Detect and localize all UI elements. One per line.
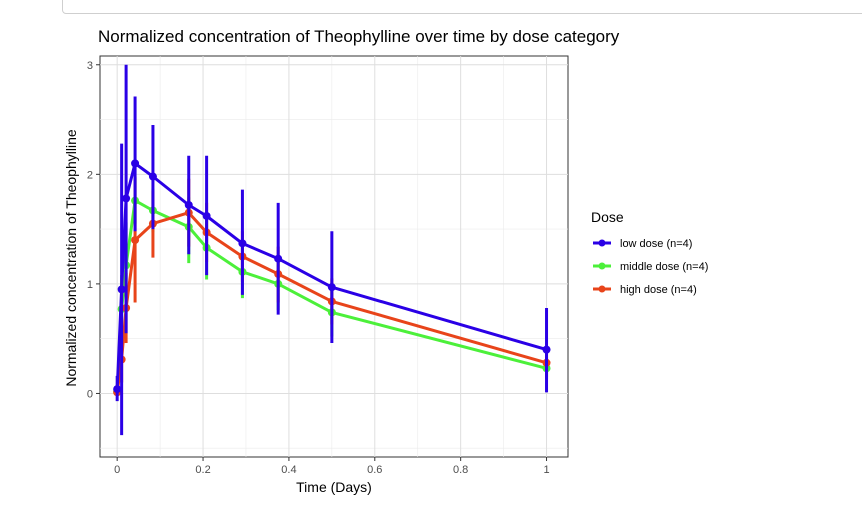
minor-gridlines: [100, 56, 568, 457]
x-tick-label: 0.4: [281, 464, 296, 476]
top-frame: [62, 0, 862, 14]
data-point: [148, 172, 157, 181]
x-tick-label: 0.6: [367, 464, 382, 476]
legend-key-point: [598, 285, 606, 293]
y-tick-label: 1: [87, 279, 93, 291]
x-tick-label: 0.8: [453, 464, 468, 476]
data-point: [238, 239, 247, 248]
x-axis-title: Time (Days): [296, 479, 372, 495]
legend-item: low dose (n=4): [593, 238, 692, 250]
data-point: [131, 236, 140, 245]
data-point: [131, 159, 140, 168]
legend-label: middle dose (n=4): [620, 261, 708, 273]
y-tick-label: 2: [87, 169, 93, 181]
data-point: [113, 385, 122, 394]
legend-title: Dose: [591, 209, 624, 225]
y-axis-title: Normalized concentration of Theophylline: [63, 129, 79, 387]
legend-item: middle dose (n=4): [593, 261, 708, 273]
chart-title: Normalized concentration of Theophylline…: [98, 27, 620, 46]
x-tick-label: 0.2: [195, 464, 210, 476]
x-tick-label: 1: [543, 464, 549, 476]
legend-label: low dose (n=4): [620, 238, 692, 250]
y-axis-ticks: 0 1 2 3: [87, 60, 100, 400]
series-0: [113, 64, 551, 436]
x-axis-ticks: 0 0.2 0.4 0.6 0.8 1: [114, 457, 550, 476]
data-point: [274, 254, 283, 263]
series-layer: [113, 64, 551, 436]
x-tick-label: 0: [114, 464, 120, 476]
data-point: [117, 285, 126, 294]
major-gridlines: [100, 56, 568, 457]
legend-item: high dose (n=4): [593, 284, 697, 296]
legend-label: high dose (n=4): [620, 284, 697, 296]
data-point: [542, 345, 551, 354]
data-point: [327, 283, 336, 292]
y-tick-label: 3: [87, 60, 93, 72]
legend: Dose low dose (n=4) middle dose (n=4) high…: [591, 209, 708, 296]
data-point: [184, 201, 193, 210]
data-point: [122, 194, 131, 203]
legend-key-point: [598, 262, 606, 270]
plot-panel: [99, 55, 569, 458]
y-tick-label: 0: [87, 388, 93, 400]
legend-key-point: [598, 239, 606, 247]
data-point: [202, 211, 211, 220]
